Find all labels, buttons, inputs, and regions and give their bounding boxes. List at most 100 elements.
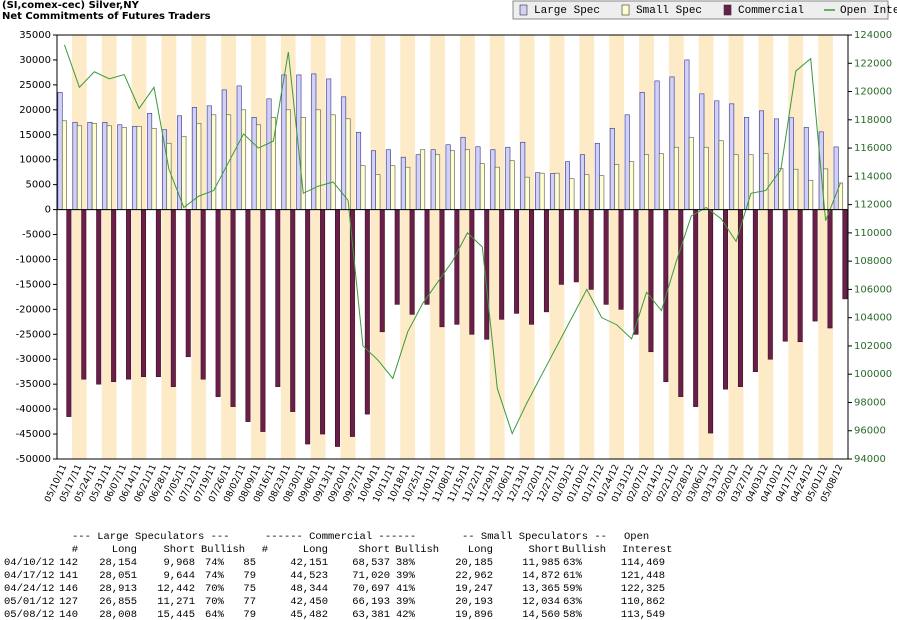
bar: [117, 124, 123, 210]
bar: [699, 93, 705, 210]
table-cell: 20,193: [455, 596, 493, 608]
bar: [166, 142, 172, 210]
table-cell: 26,855: [99, 596, 137, 608]
bar: [375, 174, 381, 210]
y-tick-label: 30000: [19, 55, 51, 66]
table-cell: 19,896: [455, 609, 493, 620]
bar: [693, 209, 699, 407]
legend-label: Commercial: [738, 5, 804, 17]
bar: [320, 209, 326, 435]
bar: [603, 209, 609, 305]
bar: [215, 209, 221, 397]
y2-tick-label: 104000: [854, 313, 892, 324]
bar: [379, 209, 385, 333]
band: [519, 35, 535, 459]
table-cell: 63,381: [352, 609, 390, 620]
bar: [748, 154, 754, 210]
band: [370, 35, 386, 459]
bar: [245, 209, 251, 422]
y-tick-label: -20000: [16, 304, 51, 315]
bar: [767, 209, 773, 360]
table-cell: 19,247: [455, 583, 493, 595]
bar: [550, 173, 556, 210]
bar: [415, 154, 421, 210]
bar: [390, 165, 396, 210]
bar: [654, 80, 660, 210]
bar: [520, 141, 526, 210]
table-cell: 79: [243, 609, 256, 620]
bar: [61, 120, 67, 210]
y2-tick-label: 106000: [854, 284, 892, 295]
table-group: --- Large Speculators ---: [72, 531, 230, 543]
bar: [445, 144, 451, 210]
band: [564, 35, 580, 459]
band: [445, 35, 460, 459]
table-group: -- Small Speculators --: [462, 531, 607, 543]
table-cell: 11,985: [522, 557, 560, 569]
bar: [126, 209, 132, 380]
bar: [296, 74, 302, 210]
bar: [505, 146, 511, 210]
y-tick-label: -50000: [16, 454, 51, 465]
band: [385, 35, 401, 459]
bar: [460, 136, 466, 210]
table-cell: 42%: [396, 609, 416, 620]
bar: [430, 149, 436, 210]
bar: [609, 127, 615, 210]
band: [415, 35, 431, 459]
bar: [450, 150, 455, 210]
table-header: Short: [163, 544, 195, 556]
bar: [788, 117, 794, 210]
bar: [400, 156, 406, 210]
bar: [469, 209, 475, 335]
bar: [121, 126, 127, 210]
bar: [147, 113, 153, 210]
bar: [535, 172, 541, 210]
bar: [439, 209, 445, 328]
table-cell: 127: [59, 596, 78, 608]
table-cell: 28,154: [99, 557, 137, 569]
bar: [330, 114, 336, 210]
y2-tick-label: 94000: [854, 454, 886, 465]
table-cell: 28,051: [99, 570, 137, 582]
bar: [424, 209, 430, 305]
bar: [584, 174, 590, 210]
table-cell: 14,872: [522, 570, 560, 582]
y-tick-label: 20000: [19, 105, 51, 116]
table-cell: 71,020: [352, 570, 390, 582]
band: [594, 35, 610, 459]
table-cell: 42,450: [290, 596, 328, 608]
table-cell: 39%: [396, 570, 416, 582]
y-tick-label: 0: [45, 205, 51, 216]
bar: [360, 165, 366, 210]
chart-title: (SI,comex-cec) Silver,NY: [2, 0, 140, 11]
table-header: Interest: [622, 544, 672, 556]
bar: [573, 209, 579, 283]
table-cell: 146: [59, 583, 78, 595]
bar: [300, 117, 306, 210]
table-header: #: [72, 544, 78, 556]
y2-tick-label: 96000: [854, 426, 886, 437]
bar: [155, 209, 161, 377]
table-cell: 9,968: [163, 557, 195, 569]
table-cell: 121,448: [621, 570, 665, 582]
table-header: #: [262, 544, 268, 556]
bar: [66, 209, 72, 417]
bar: [678, 209, 684, 397]
bar: [639, 92, 645, 210]
table-cell: 66,193: [352, 596, 390, 608]
table-cell: 41%: [396, 583, 416, 595]
bar: [370, 150, 376, 210]
bar: [684, 59, 690, 210]
table-cell: 22,962: [455, 570, 493, 582]
bar: [420, 149, 426, 210]
table-cell: 74%: [205, 570, 225, 582]
bar: [688, 136, 694, 210]
y2-tick-label: 120000: [854, 87, 892, 98]
table-cell: 05/08/12: [4, 609, 54, 620]
table-cell: 28,913: [99, 583, 137, 595]
y2-tick-label: 102000: [854, 341, 892, 352]
bar: [345, 118, 351, 210]
bar: [729, 103, 735, 210]
table-cell: 63%: [563, 557, 583, 569]
